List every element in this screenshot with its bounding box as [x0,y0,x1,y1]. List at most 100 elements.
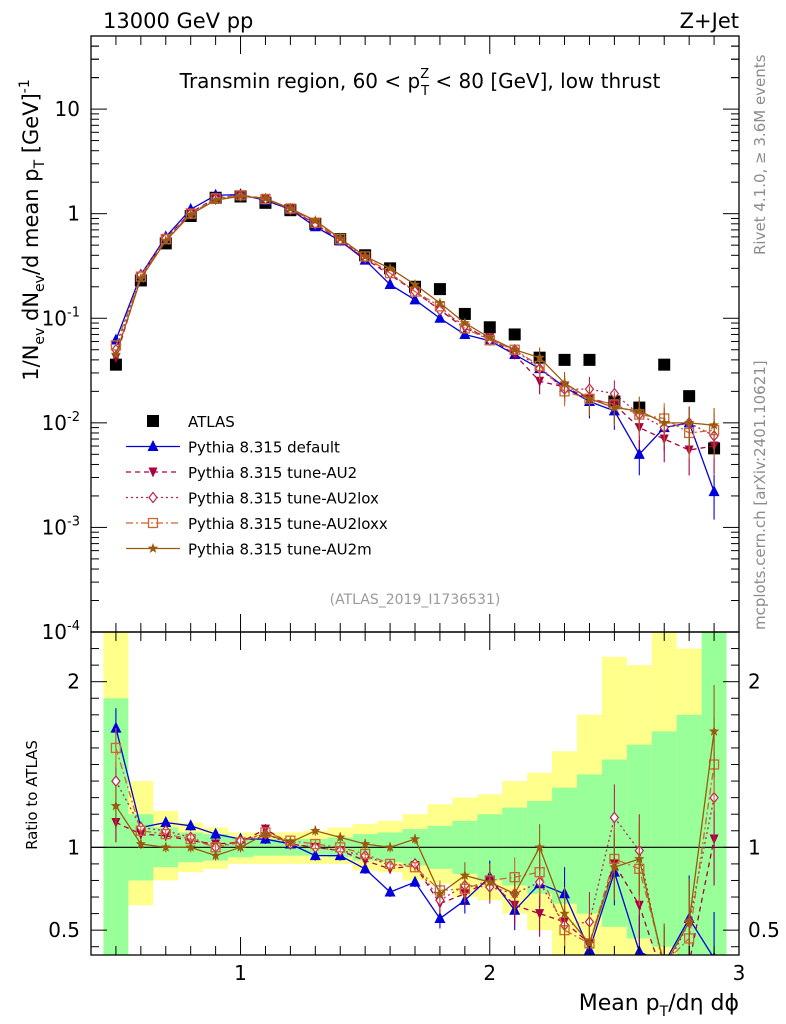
legend-label: Pythia 8.315 tune-AU2loxx [188,515,388,533]
collision-label: 13000 GeV pp [103,9,253,33]
uncertainty-band-green [577,774,602,914]
data-point [109,358,122,371]
legend-label: Pythia 8.315 tune-AU2lox [188,490,379,508]
uncertainty-band-green [651,731,677,947]
data-point [458,307,471,320]
data-point [160,235,172,246]
ratio-point [584,937,595,948]
ratio-y-tick-label-right: 0.5 [748,918,780,942]
ratio-point [160,815,172,827]
legend-label: Pythia 8.315 tune-AU2m [188,541,372,559]
ratio-point [260,828,271,839]
analysis-id-label: (ATLAS_2019_I1736531) [330,592,501,608]
x-tick-label: 3 [733,961,746,985]
x-tick-label: 1 [234,961,247,985]
ratio-point [409,833,421,844]
ratio-point [210,827,222,839]
data-point [384,278,396,290]
legend-item: ATLAS [147,413,235,431]
data-point [708,485,720,497]
ratio-point [434,888,446,899]
ratio-point [384,858,396,870]
ratio-point [360,848,371,860]
ratio-point [559,908,570,919]
ratio-point [185,841,196,852]
legend-marker [147,415,159,427]
y-tick-label: 10 [55,97,80,121]
ratio-point [609,861,620,872]
data-point [135,271,146,282]
data-point [210,194,221,205]
data-point [484,332,496,343]
data-point [535,376,545,387]
ratio-point [409,862,421,873]
ratio-point [160,828,171,840]
legend-marker [147,440,159,451]
legend-marker [148,491,158,504]
x-axis-label: Mean pT/dη dϕ [579,991,739,1020]
ratio-point [660,967,668,977]
ratio-point [708,725,720,736]
ratio-point [634,900,644,911]
data-point [310,215,321,225]
ratio-bands [103,632,727,955]
data-point [384,262,396,273]
ratio-point [110,742,122,754]
data-point [459,317,471,328]
ratio-point [359,862,371,874]
legend-label: Pythia 8.315 default [188,439,340,457]
data-point [534,352,545,363]
ratio-point [359,838,371,849]
x-tick-label: 2 [483,961,496,985]
data-point [609,402,620,413]
ratio-point [509,888,520,899]
data-point [583,353,596,366]
ratio-series [110,685,720,985]
mcplots-label: mcplots.cern.ch [arXiv:2401.10621] [751,360,769,630]
ratio-point [310,838,321,850]
data-point [634,405,645,416]
legend-label: Pythia 8.315 tune-AU2 [188,464,357,482]
series-line [115,195,715,437]
data-point [434,311,446,323]
legend-label: ATLAS [188,413,235,431]
data-point [434,297,446,308]
y-tick-label: 10-2 [42,410,80,435]
ratio-series-pythia-8-315-tune-au2m [110,685,720,971]
data-point [409,286,421,297]
data-point [483,321,496,334]
ratio-point [659,961,669,971]
ratio-point [659,957,670,968]
plot-title: Transmin region, 60 < pZ T < 80 [GeV], lo… [179,67,661,99]
data-point [584,393,595,404]
data-point [185,209,196,220]
y-tick-label: 10-1 [42,305,80,330]
data-point [509,344,520,355]
upper-y-axis-label: 1/Nev dNev/d mean pT [GeV]-1 [17,79,48,380]
legend-item: Pythia 8.315 default [126,439,340,457]
y-tick-label: 10-3 [42,514,80,539]
y-tick-label: 1 [67,202,80,226]
ratio-point [135,838,147,849]
process-label: Z+Jet [680,9,739,33]
series-pythia-8-315-tune-au2m [110,190,720,454]
data-point [110,349,122,359]
data-point [359,250,371,261]
data-point [409,293,421,305]
legend-item: Pythia 8.315 tune-AU2loxx [126,515,388,533]
ratio-point [660,975,669,985]
ratio-point [110,721,122,733]
data-point [658,417,670,428]
ratio-point [409,875,421,887]
data-point [559,377,570,388]
ratio-y-tick-label: 2 [67,670,80,694]
data-point [683,390,696,403]
ratio-point [185,819,197,831]
data-point [433,283,446,296]
ratio-point [310,825,321,836]
data-point [708,419,720,430]
ratio-point [160,841,172,852]
ratio-point [384,885,396,897]
ratio-point [535,909,545,920]
